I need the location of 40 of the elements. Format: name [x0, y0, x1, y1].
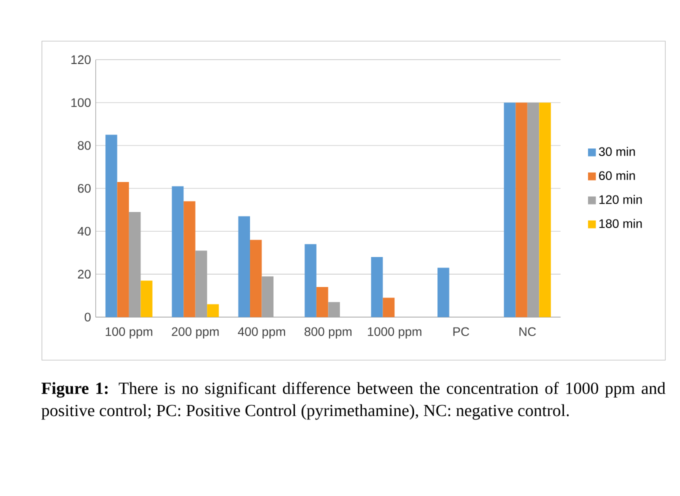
bar [117, 182, 129, 317]
bar [128, 212, 141, 317]
bar [539, 102, 551, 317]
x-tick-label: PC [453, 327, 470, 336]
bar [262, 276, 274, 317]
bar [250, 240, 262, 317]
legend-label: 30 min [598, 146, 635, 156]
x-tick-label: 200 ppm [172, 327, 219, 338]
bar [105, 134, 118, 317]
bar [328, 302, 340, 317]
bar [504, 102, 516, 317]
y-tick-label: 20 [78, 270, 91, 278]
legend-label: 60 min [599, 170, 635, 180]
y-tick-label: 120 [71, 55, 91, 64]
x-tick-label: 100 ppm [106, 327, 152, 338]
y-tick-label: 0 [84, 312, 91, 322]
bar [371, 256, 383, 317]
bar [184, 201, 196, 317]
text: Figure 1: There is no significant difference between the concentration of 1000 ppm and positive control; PC: Positive Control (pyrimethamine), NC: negative control. [41, 382, 666, 420]
bar [172, 186, 184, 317]
bar [527, 102, 540, 317]
bar [437, 268, 450, 317]
y-tick-label: 80 [78, 141, 91, 150]
bar [195, 250, 208, 317]
legend-label: 120 min [599, 194, 642, 204]
bar [304, 244, 316, 317]
legend-label: 180 min [599, 218, 642, 228]
bar [516, 102, 528, 317]
y-tick-label: 40 [78, 226, 91, 236]
bar [316, 286, 328, 317]
x-tick-label: NC [519, 327, 536, 336]
bar [238, 216, 250, 317]
y-tick-label: 100 [71, 98, 91, 107]
bar [140, 280, 152, 317]
x-tick-label: 800 ppm [304, 327, 352, 338]
y-tick-label: 60 [78, 184, 91, 193]
bar [207, 304, 219, 317]
x-tick-label: 400 ppm [238, 327, 286, 338]
bar [382, 298, 395, 317]
x-tick-label: 1000 ppm [368, 327, 422, 338]
